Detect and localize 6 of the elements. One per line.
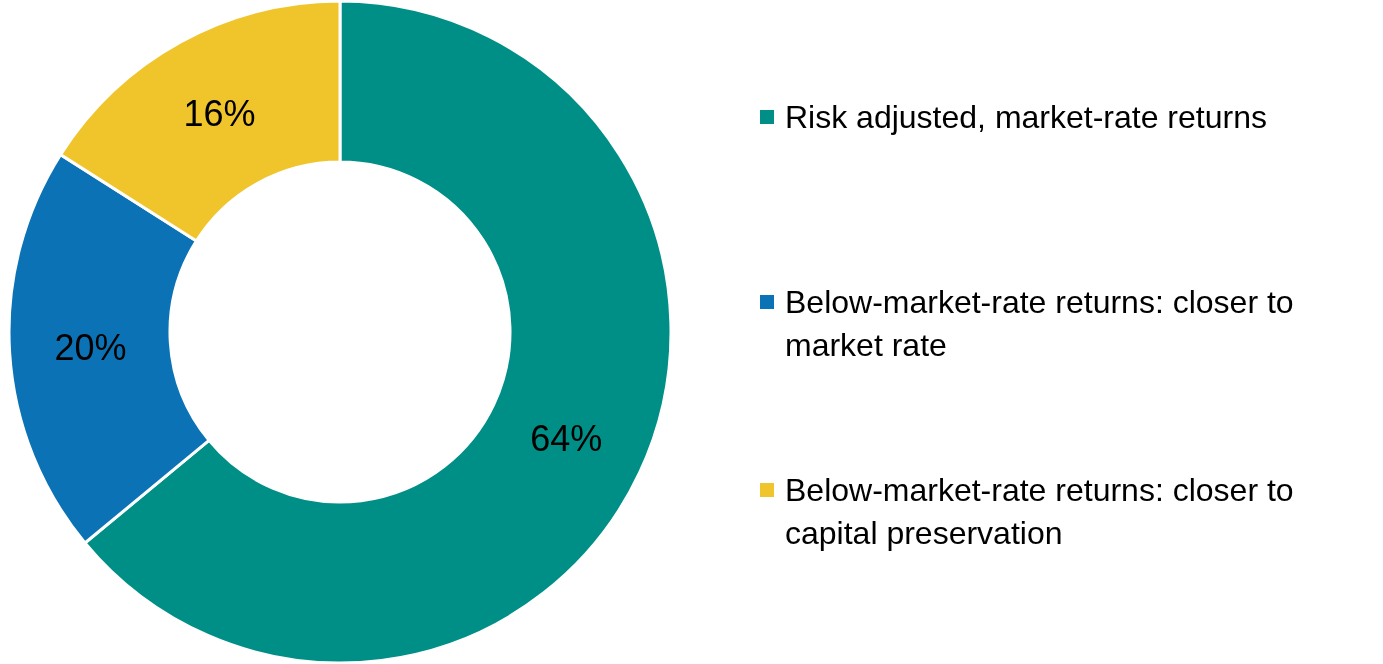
data-label: 16%	[183, 92, 256, 134]
legend-label: Below-market-rate returns: closer to market rate	[785, 284, 1294, 364]
legend-label: Risk adjusted, market-rate returns	[785, 99, 1267, 136]
data-label: 64%	[530, 418, 603, 460]
data-label: 20%	[54, 327, 127, 369]
legend-label: Below-market-rate returns: closer to capital preservation	[785, 472, 1294, 552]
